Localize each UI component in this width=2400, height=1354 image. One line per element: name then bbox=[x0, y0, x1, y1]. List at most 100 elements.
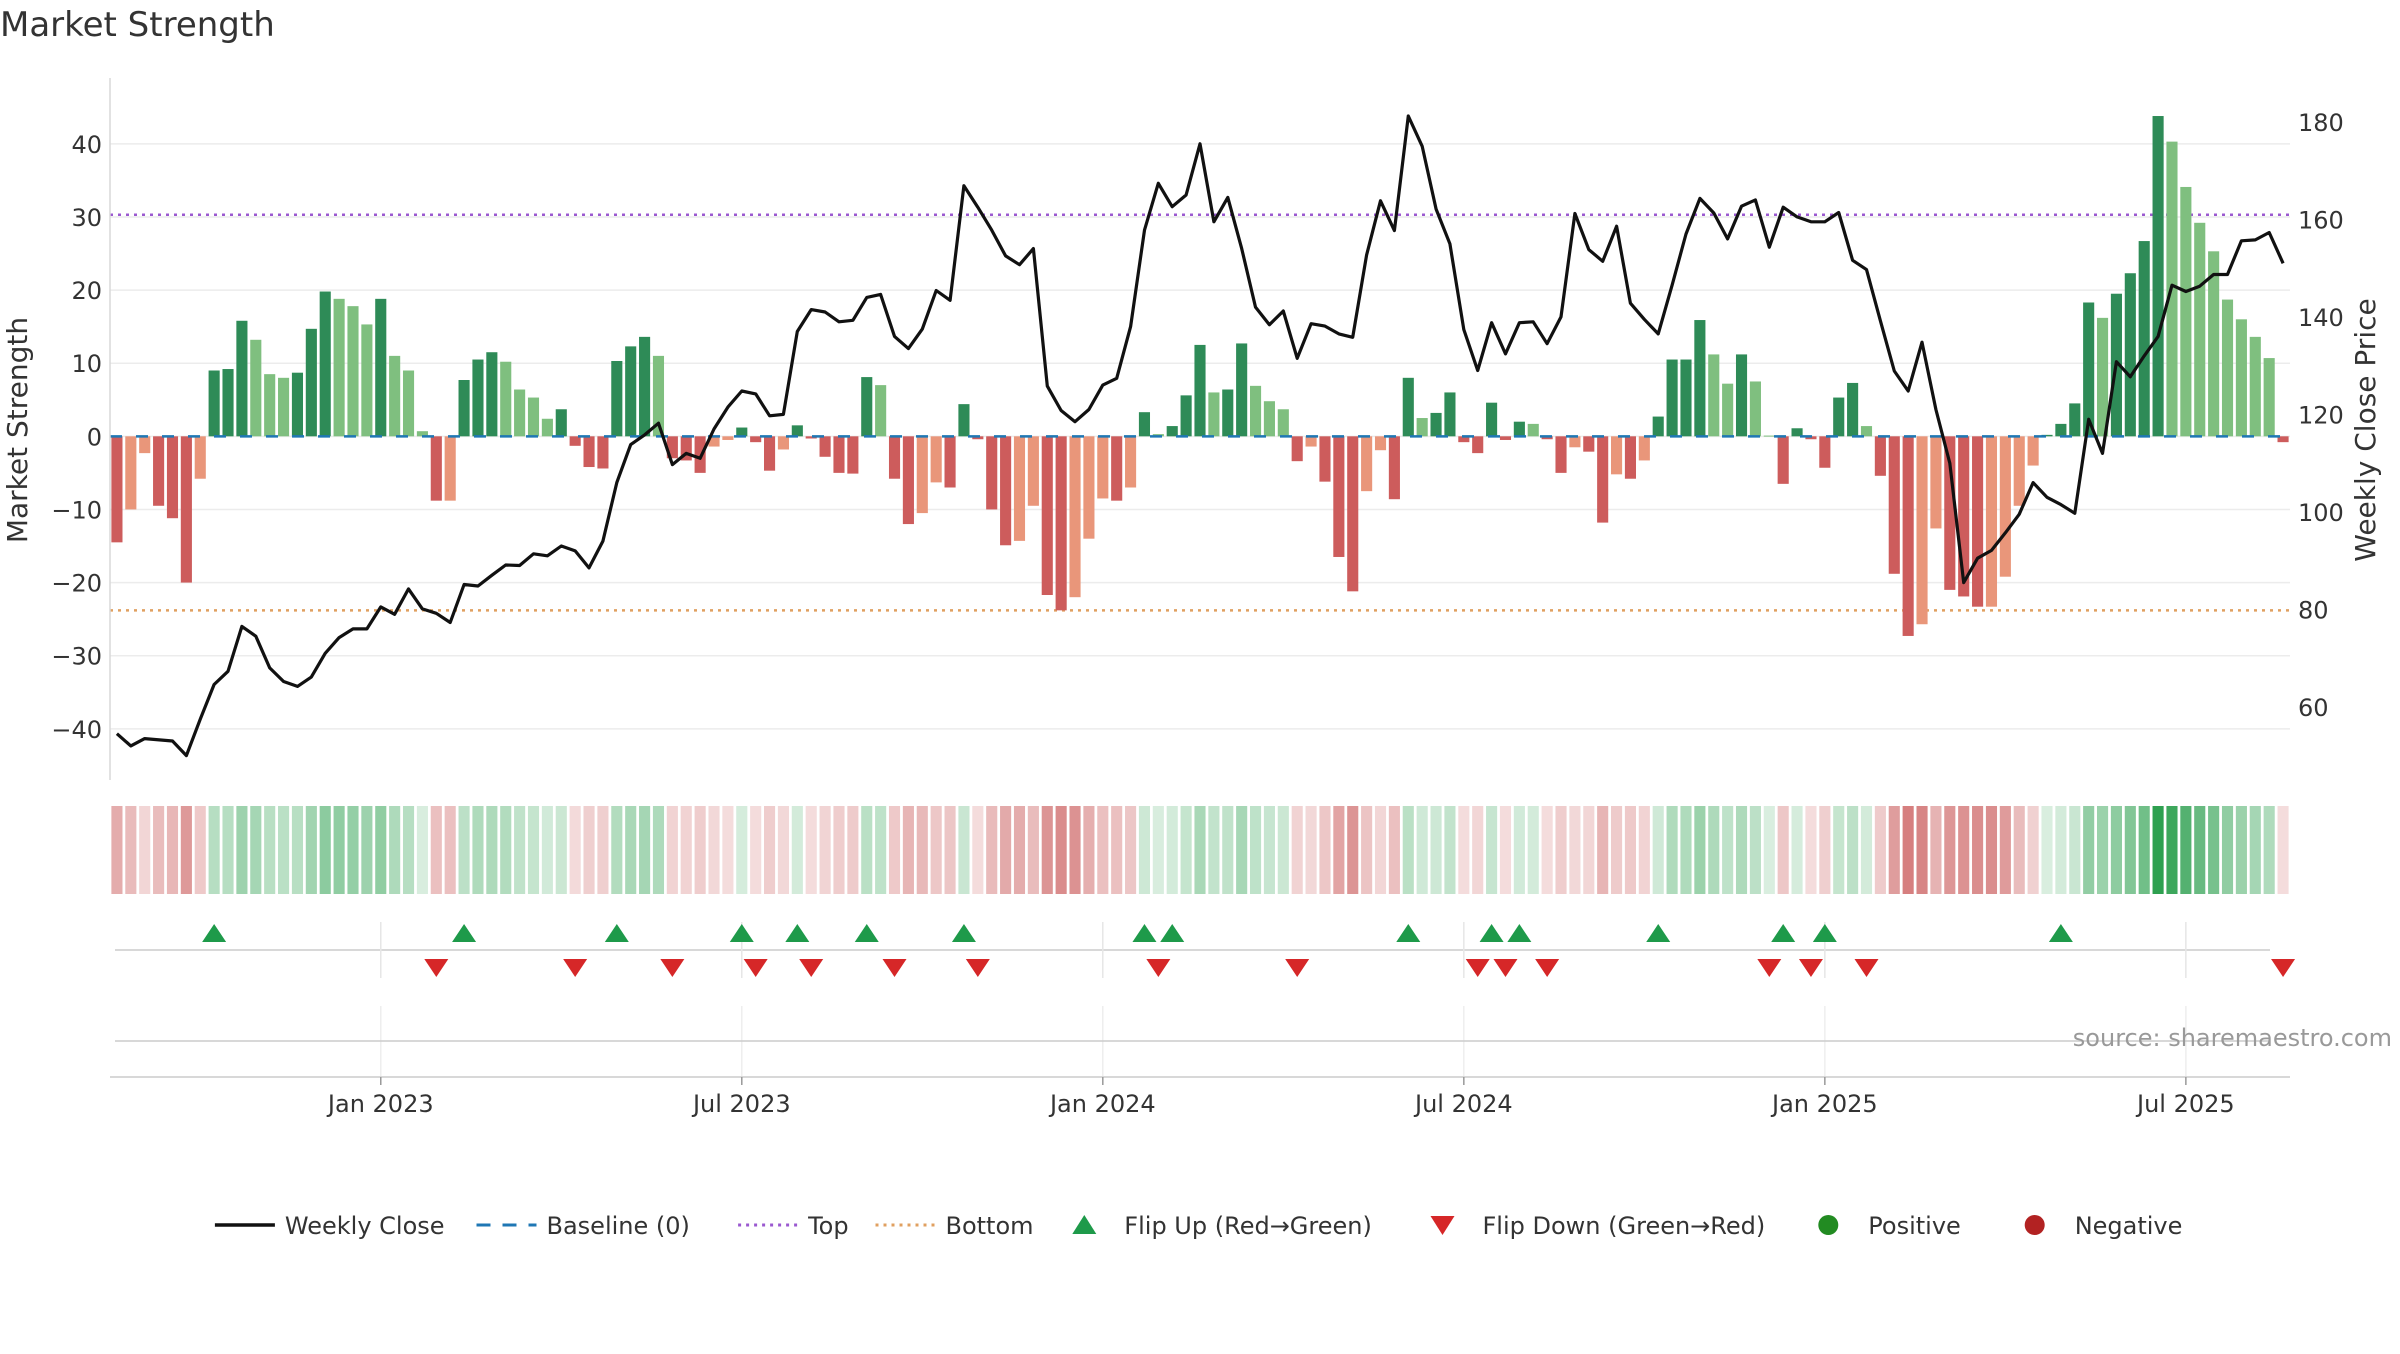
flip-up-marker bbox=[1507, 924, 1532, 942]
legend-item: Bottom bbox=[875, 1212, 1034, 1240]
heat-cell bbox=[2138, 806, 2150, 894]
strength-bar bbox=[1874, 436, 1886, 476]
strength-bar bbox=[777, 436, 789, 450]
heat-cell bbox=[1527, 806, 1539, 894]
strength-bar bbox=[430, 436, 442, 501]
heat-cell bbox=[1041, 806, 1053, 894]
strength-bar bbox=[2235, 319, 2247, 437]
heat-cell bbox=[291, 806, 304, 894]
heat-cell bbox=[1902, 806, 1914, 894]
strength-bar bbox=[2027, 436, 2039, 466]
heat-cell bbox=[1027, 806, 1039, 894]
strength-bar bbox=[1444, 392, 1456, 437]
heat-cell bbox=[1013, 806, 1026, 894]
strength-bar bbox=[402, 370, 415, 437]
strength-bar bbox=[986, 436, 998, 510]
x-tick-label: Jul 2025 bbox=[2135, 1090, 2235, 1118]
x-axis: Jan 2023 Jul 2023 Jan 2024 Jul 2024 Jan 2025… bbox=[110, 1076, 2290, 1118]
flip-down-marker bbox=[743, 959, 768, 977]
strength-bar bbox=[2138, 241, 2150, 437]
heat-cell bbox=[680, 806, 692, 894]
strength-bar bbox=[791, 425, 803, 437]
heat-cell bbox=[833, 806, 845, 894]
heat-cell bbox=[791, 806, 803, 894]
flip-marker-panel bbox=[115, 922, 2296, 978]
x-tick-label: Jul 2023 bbox=[691, 1090, 791, 1118]
legend-label: Bottom bbox=[946, 1212, 1034, 1240]
strength-bar bbox=[2263, 358, 2275, 437]
heat-cell bbox=[2208, 806, 2220, 894]
lower-panel bbox=[115, 1006, 2270, 1076]
strength-bar bbox=[305, 328, 317, 437]
strength-bar bbox=[1972, 436, 1984, 607]
y-tick-label: −20 bbox=[51, 570, 102, 598]
heat-cell bbox=[389, 806, 401, 894]
heat-cell bbox=[861, 806, 873, 894]
heat-cell bbox=[2096, 806, 2109, 894]
heat-cell bbox=[1138, 806, 1151, 894]
legend-item: Baseline (0) bbox=[476, 1212, 690, 1240]
strength-bar bbox=[444, 436, 456, 501]
heat-cell bbox=[1972, 806, 1984, 894]
strength-bar bbox=[1999, 436, 2011, 577]
legend-label: Positive bbox=[1868, 1212, 1961, 1240]
strength-bar bbox=[486, 352, 498, 437]
strength-bar bbox=[1125, 436, 1137, 488]
heat-cell bbox=[1083, 806, 1095, 894]
strength-bar bbox=[1222, 389, 1234, 437]
heat-cell bbox=[639, 806, 651, 894]
strength-bar bbox=[1930, 436, 1942, 529]
heat-cell bbox=[2055, 806, 2067, 894]
strength-bar bbox=[1194, 344, 1206, 437]
strength-bar bbox=[541, 418, 553, 437]
strength-bar bbox=[458, 380, 470, 437]
strength-bar bbox=[278, 377, 290, 437]
heat-cell bbox=[222, 806, 234, 894]
heat-cell bbox=[1111, 806, 1123, 894]
strength-bar bbox=[722, 436, 734, 440]
flip-up-marker bbox=[729, 924, 754, 942]
flip-down-marker bbox=[1493, 959, 1518, 977]
strength-bar bbox=[1805, 436, 1817, 440]
heat-cell bbox=[1833, 806, 1845, 894]
heat-cell bbox=[1999, 806, 2011, 894]
heat-cell bbox=[1805, 806, 1817, 894]
heat-cell bbox=[1222, 806, 1234, 894]
y-axis-right: 60 80 100 120 140 160 180 bbox=[2298, 109, 2344, 722]
heat-cell bbox=[305, 806, 317, 894]
y-tick-label: 40 bbox=[71, 131, 102, 159]
strength-bar bbox=[264, 374, 276, 437]
strength-bar bbox=[1694, 320, 1706, 437]
strength-bar bbox=[1763, 435, 1775, 437]
x-tick-label: Jan 2023 bbox=[326, 1090, 434, 1118]
strength-bar bbox=[1513, 421, 1525, 437]
strength-bar bbox=[2221, 299, 2234, 437]
strength-bar bbox=[1722, 383, 1734, 437]
heat-cell bbox=[1624, 806, 1636, 894]
y2-tick-label: 140 bbox=[2298, 304, 2344, 332]
heat-cell bbox=[125, 806, 137, 894]
y-tick-label: 0 bbox=[87, 423, 102, 451]
heat-cell bbox=[1236, 806, 1248, 894]
heat-cell bbox=[1819, 806, 1831, 894]
strength-bar bbox=[472, 359, 484, 437]
strength-bar bbox=[1138, 412, 1151, 437]
strength-bar bbox=[1111, 436, 1123, 501]
flip-up-marker bbox=[1479, 924, 1504, 942]
heat-cell bbox=[1513, 806, 1525, 894]
heat-cell bbox=[1319, 806, 1331, 894]
legend-label: Negative bbox=[2075, 1212, 2183, 1240]
strength-bar bbox=[125, 436, 137, 510]
legend-item: Negative bbox=[2024, 1212, 2183, 1240]
heat-cell bbox=[611, 806, 623, 894]
heat-cell bbox=[2263, 806, 2275, 894]
strength-bar bbox=[2041, 434, 2053, 437]
strength-bar bbox=[736, 427, 748, 437]
flip-down-marker bbox=[660, 959, 685, 977]
heat-cell bbox=[1777, 806, 1789, 894]
strength-bar bbox=[680, 436, 692, 461]
heat-cell bbox=[666, 806, 678, 894]
strength-bar bbox=[902, 436, 914, 525]
heat-cell bbox=[750, 806, 762, 894]
